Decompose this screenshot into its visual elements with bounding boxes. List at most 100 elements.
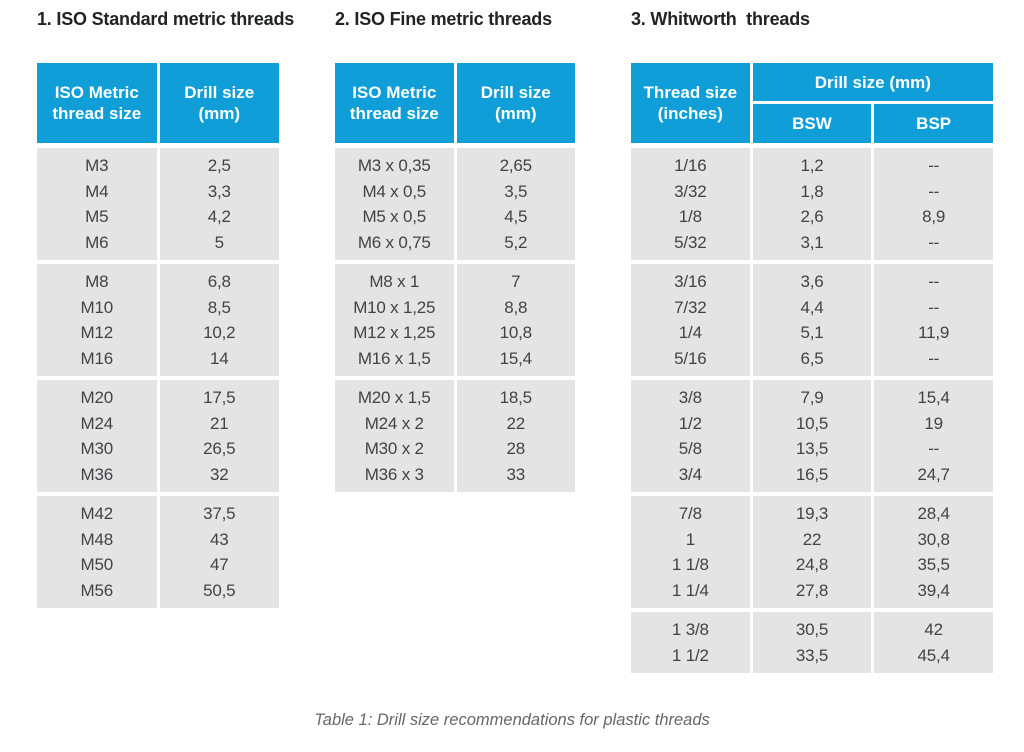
header-line: ISO Metric — [54, 83, 139, 102]
header-line: thread size — [349, 104, 439, 123]
cell: 7,9 — [752, 380, 872, 411]
row-group: M3 x 0,35 2,65 M4 x 0,5 3,5 M5 x 0,5 4,5 M6 x … — [335, 148, 575, 260]
cell: 3,5 — [456, 178, 575, 204]
row-group: 3/8 7,9 15,4 1/2 10,5 19 5/8 13,5 -- 3/4 16,5 24,7 — [631, 380, 993, 492]
table-row: M3 2,5 — [37, 148, 279, 179]
cell: 21 — [159, 410, 279, 436]
cell: 1 1/8 — [631, 552, 750, 578]
cell: 1 1/4 — [631, 577, 750, 608]
column-header-thread-size: Thread size (inches) — [631, 63, 750, 143]
table-row: 1/8 2,6 8,9 — [631, 204, 993, 230]
table-iso-fine-metric: 2. ISO Fine metric threads ISO Metric thre… — [335, 8, 575, 492]
row-group: M8 x 1 7 M10 x 1,25 8,8 M12 x 1,25 10,8 M16 x … — [335, 264, 575, 376]
cell: 1,8 — [752, 178, 872, 204]
row-group: 7/8 19,3 28,4 1 22 30,8 1 1/8 24,8 35,5 1 1/4 27,8… — [631, 496, 993, 608]
row-group: 1/16 1,2 -- 3/32 1,8 -- 1/8 2,6 8,9 5/32 3,1 -- — [631, 148, 993, 260]
cell: 11,9 — [874, 320, 993, 346]
cell: M3 — [37, 148, 157, 179]
cell: 8,5 — [159, 294, 279, 320]
cell: M20 — [37, 380, 157, 411]
table-header: ISO Metric thread size Drill size (mm) — [37, 63, 279, 143]
cell: 3,6 — [752, 264, 872, 295]
row-group: M42 37,5 M48 43 M50 47 M56 50,5 — [37, 496, 279, 608]
row-group: M20 17,5 M24 21 M30 26,5 M36 32 — [37, 380, 279, 492]
cell: 5/8 — [631, 436, 750, 462]
cell: M56 — [37, 577, 157, 608]
column-subheader-bsp: BSP — [874, 104, 993, 143]
cell: M10 x 1,25 — [335, 294, 454, 320]
cell: M12 — [37, 320, 157, 346]
table-row: M5 4,2 — [37, 204, 279, 230]
table-row: 5/16 6,5 -- — [631, 345, 993, 376]
table-row: 1 22 30,8 — [631, 526, 993, 552]
table-row: M10 8,5 — [37, 294, 279, 320]
table-whitworth: 3. Whitworth threads Thread size (inches) D… — [631, 8, 993, 673]
cell: 33 — [456, 461, 575, 492]
cell: M42 — [37, 496, 157, 527]
table-row: M20 x 1,5 18,5 — [335, 380, 575, 411]
table-row: 1 1/8 24,8 35,5 — [631, 552, 993, 578]
cell: 18,5 — [456, 380, 575, 411]
table-header: Thread size (inches) Drill size (mm) BSW BSP — [631, 63, 993, 143]
row-group: M8 6,8 M10 8,5 M12 10,2 M16 14 — [37, 264, 279, 376]
table-row: 5/8 13,5 -- — [631, 436, 993, 462]
table-row: M5 x 0,5 4,5 — [335, 204, 575, 230]
cell: 7/8 — [631, 496, 750, 527]
cell: 5,2 — [456, 229, 575, 260]
header-line: BSP — [916, 114, 952, 133]
cell: M50 — [37, 552, 157, 578]
header-line: (inches) — [657, 104, 723, 123]
header-line: ISO Metric — [352, 83, 437, 102]
cell: 5 — [159, 229, 279, 260]
column-header: Drill size (mm) — [456, 63, 575, 143]
cell: 50,5 — [159, 577, 279, 608]
cell: 43 — [159, 526, 279, 552]
cell: 7/32 — [631, 294, 750, 320]
cell: 2,65 — [456, 148, 575, 179]
cell: 5/32 — [631, 229, 750, 260]
cell: M30 x 2 — [335, 436, 454, 462]
cell: 10,8 — [456, 320, 575, 346]
table-row: M36 x 3 33 — [335, 461, 575, 492]
row-group: M20 x 1,5 18,5 M24 x 2 22 M30 x 2 28 M36 x 3 33 — [335, 380, 575, 492]
cell: 24,8 — [752, 552, 872, 578]
cell: -- — [874, 148, 993, 179]
cell: M6 x 0,75 — [335, 229, 454, 260]
table-row: 1 3/8 30,5 42 — [631, 612, 993, 643]
cell: 24,7 — [874, 461, 993, 492]
cell: 30,5 — [752, 612, 872, 643]
cell: 15,4 — [456, 345, 575, 376]
cell: 19,3 — [752, 496, 872, 527]
table-row: 7/8 19,3 28,4 — [631, 496, 993, 527]
cell: M12 x 1,25 — [335, 320, 454, 346]
table-row: 5/32 3,1 -- — [631, 229, 993, 260]
cell: M8 — [37, 264, 157, 295]
cell: 47 — [159, 552, 279, 578]
header-line: thread size — [52, 104, 142, 123]
cell: 28 — [456, 436, 575, 462]
cell: 10,2 — [159, 320, 279, 346]
cell: M30 — [37, 436, 157, 462]
cell: 42 — [874, 612, 993, 643]
table-row: M8 6,8 — [37, 264, 279, 295]
cell: 1 1/2 — [631, 642, 750, 673]
cell: 35,5 — [874, 552, 993, 578]
table-row: 3/32 1,8 -- — [631, 178, 993, 204]
cell: 37,5 — [159, 496, 279, 527]
table-row: 1/4 5,1 11,9 — [631, 320, 993, 346]
table-row: M30 x 2 28 — [335, 436, 575, 462]
cell: 3,3 — [159, 178, 279, 204]
cell: M36 — [37, 461, 157, 492]
table-row: 1 1/4 27,8 39,4 — [631, 577, 993, 608]
table-row: 7/32 4,4 -- — [631, 294, 993, 320]
header-line: Drill size — [480, 83, 551, 102]
table-iso-standard-metric: 1. ISO Standard metric threads ISO Metric… — [37, 8, 294, 608]
table-title: 3. Whitworth threads — [631, 9, 810, 29]
cell: 1 — [631, 526, 750, 552]
table-body: 1/16 1,2 -- 3/32 1,8 -- 1/8 2,6 8,9 5/32 3,1 -- 3/16… — [631, 148, 993, 673]
cell: 7 — [456, 264, 575, 295]
cell: 1 3/8 — [631, 612, 750, 643]
cell: -- — [874, 229, 993, 260]
